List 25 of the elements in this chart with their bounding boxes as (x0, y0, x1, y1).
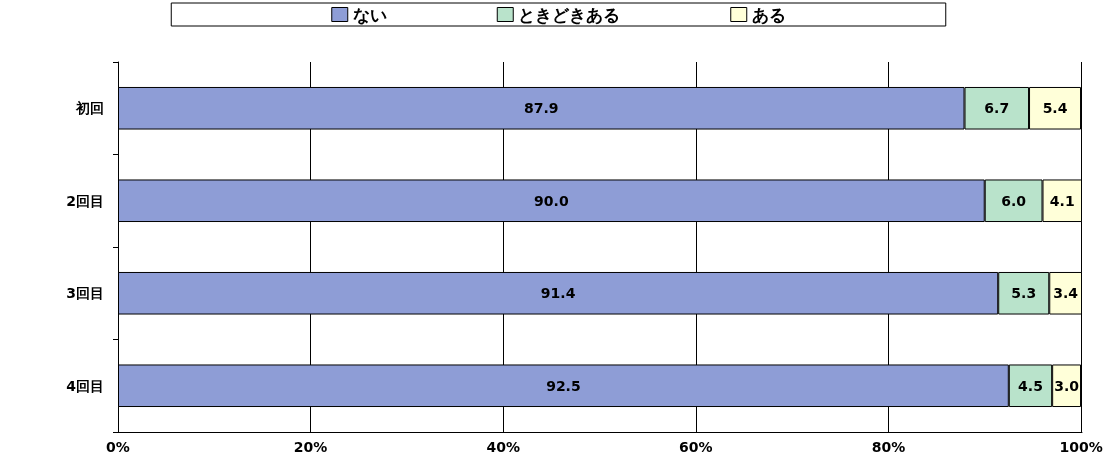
y-tick-label: 4回目 (66, 377, 104, 394)
legend-label: ときどきある (518, 4, 621, 25)
data-label: 91.4 (540, 285, 576, 302)
data-label: 90.0 (534, 192, 569, 209)
legend-label: ある (751, 4, 786, 25)
x-tick-label: 0% (106, 439, 130, 455)
data-label: 4.5 (1018, 377, 1043, 394)
data-label: 6.0 (1001, 192, 1027, 209)
y-tick-label: 3回目 (66, 285, 104, 302)
data-label: 5.3 (1011, 285, 1037, 302)
x-tick-label: 80% (871, 439, 906, 455)
data-label: 3.0 (1054, 377, 1080, 394)
legend-label: ない (352, 4, 387, 25)
data-label: 87.9 (523, 100, 559, 117)
y-tick-label: 初回 (75, 100, 104, 117)
data-label: 3.4 (1053, 285, 1079, 302)
data-label: 6.7 (984, 100, 1010, 117)
y-tick-label: 2回目 (66, 192, 104, 209)
x-tick-label: 20% (293, 439, 328, 455)
data-label: 92.5 (546, 377, 581, 394)
x-tick-label: 60% (679, 439, 713, 455)
data-label: 4.1 (1049, 192, 1075, 209)
x-tick-label: 40% (486, 439, 520, 455)
data-label: 5.4 (1042, 100, 1068, 117)
x-tick-label: 100% (1059, 439, 1103, 455)
